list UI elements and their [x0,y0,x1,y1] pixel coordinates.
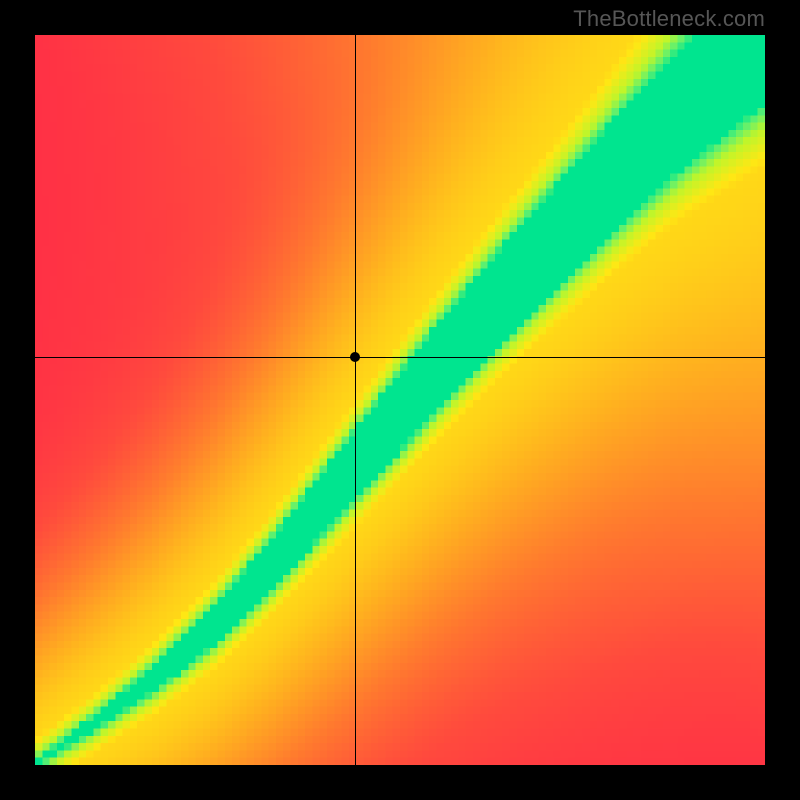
heatmap-canvas [35,35,765,765]
crosshair-horizontal [35,357,765,358]
watermark-text: TheBottleneck.com [573,6,765,32]
heatmap-plot [35,35,765,765]
data-point-marker [350,352,360,362]
crosshair-vertical [355,35,356,765]
